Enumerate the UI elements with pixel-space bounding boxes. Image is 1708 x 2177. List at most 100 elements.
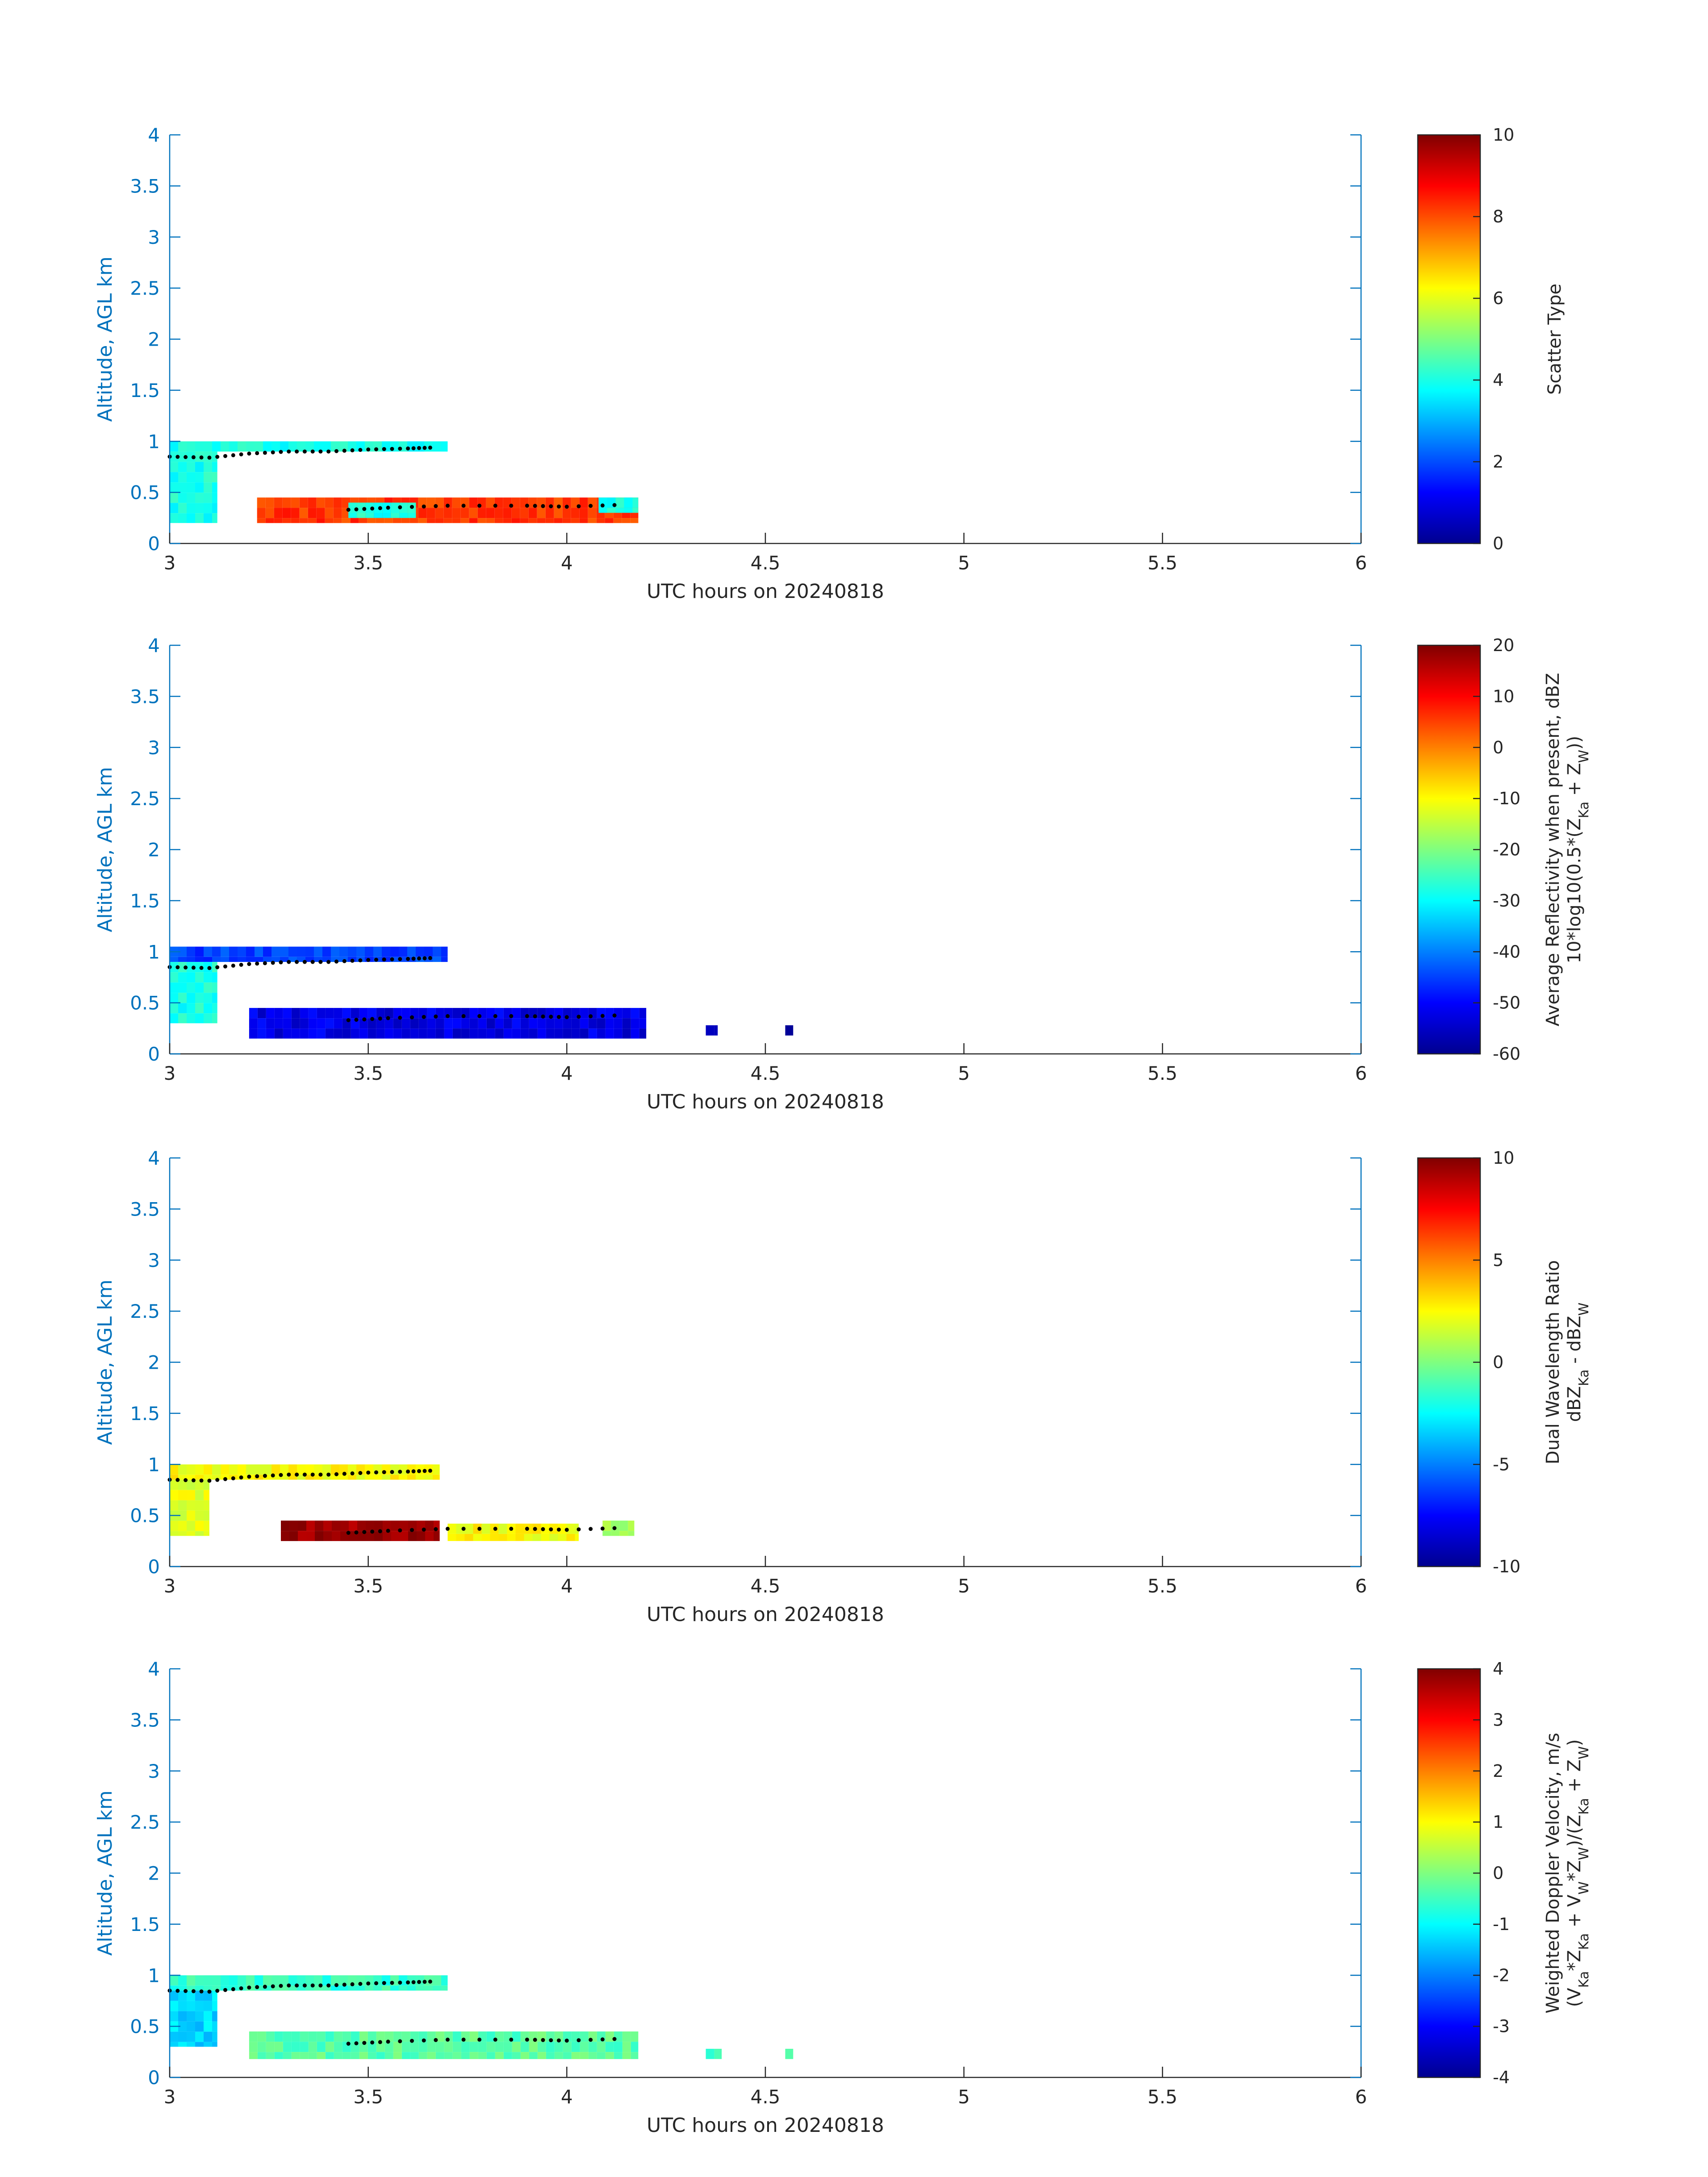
heatmap-cell xyxy=(427,1018,436,1029)
heatmap-cell xyxy=(305,1475,314,1480)
heatmap-cell xyxy=(384,1008,393,1019)
heatmap-cell xyxy=(317,1008,326,1019)
trace-dot xyxy=(378,1016,382,1021)
x-tick-label: 5 xyxy=(958,1575,970,1597)
heatmap-cell xyxy=(170,451,178,462)
y-tick-label: 0.5 xyxy=(130,482,160,504)
heatmap-cell xyxy=(452,1028,461,1039)
heatmap-cell xyxy=(283,1008,292,1019)
heatmap-cell xyxy=(342,2031,351,2042)
heatmap-cell xyxy=(520,1028,529,1039)
heatmap-cell xyxy=(195,946,204,957)
heatmap-cell xyxy=(257,518,266,523)
heatmap-cell xyxy=(435,518,444,523)
heatmap-cell xyxy=(308,508,317,518)
heatmap-cell xyxy=(212,1464,221,1475)
heatmap-cell xyxy=(229,1975,238,1986)
heatmap-cell xyxy=(401,1028,410,1039)
heatmap-cell xyxy=(178,946,187,957)
heatmap-cell xyxy=(265,508,274,518)
trace-dot xyxy=(326,449,331,454)
x-tick-label: 6 xyxy=(1355,1575,1367,1597)
y-tick-label: 3.5 xyxy=(130,1198,160,1220)
heatmap-cell xyxy=(383,1531,391,1541)
heatmap-cell xyxy=(305,1464,314,1475)
heatmap-cell xyxy=(433,1464,440,1475)
data-layer-2 xyxy=(170,451,217,523)
trace-dot xyxy=(231,963,235,968)
heatmap-cell xyxy=(408,1521,417,1531)
heatmap-cell xyxy=(265,497,274,508)
colorbar-label-text: - dBZ xyxy=(1564,1316,1585,1369)
heatmap-cell xyxy=(400,1531,408,1541)
heatmap-cell xyxy=(435,2031,444,2042)
heatmap-cell xyxy=(563,1008,572,1019)
heatmap-cell xyxy=(441,441,448,452)
heatmap-cell xyxy=(255,1464,263,1475)
heatmap-cell xyxy=(299,497,308,508)
y-tick-label: 3 xyxy=(148,1249,160,1271)
heatmap-cell xyxy=(170,1003,178,1014)
heatmap-cell xyxy=(334,1018,342,1029)
heatmap-cell xyxy=(562,518,571,523)
x-tick-label: 3 xyxy=(164,1575,176,1597)
trace-dot xyxy=(461,1526,466,1531)
chart-panel-1: 0 0.5 1 1.5 2 2.5 3 3.5 4 3 3.5 4 4.5 5 5.5 6 UTC hours … xyxy=(94,124,1565,603)
trace-dot xyxy=(255,451,259,455)
colorbar-tick-label: 4 xyxy=(1493,370,1503,390)
trace-dot xyxy=(461,503,466,508)
colorbar-label: Dual Wavelength RatiodBZKa - dBZW xyxy=(1543,1260,1592,1464)
trace-dot xyxy=(417,1980,421,1984)
trace-dot xyxy=(271,961,275,965)
heatmap-cell xyxy=(359,2052,368,2059)
heatmap-cell xyxy=(399,1985,407,1991)
trace-dot xyxy=(346,2042,351,2046)
heatmap-cell xyxy=(271,1975,280,1986)
heatmap-cell xyxy=(291,518,300,523)
heatmap-cell xyxy=(187,2001,195,2011)
heatmap-cell xyxy=(498,1534,507,1541)
trace-dot xyxy=(231,1987,235,1991)
heatmap-cell xyxy=(204,472,212,483)
heatmap-cell xyxy=(246,1464,255,1475)
heatmap-cell xyxy=(427,2031,436,2042)
colorbar-tick-label: 8 xyxy=(1493,207,1503,226)
heatmap-cell xyxy=(571,2052,580,2059)
heatmap-cell xyxy=(401,2031,410,2042)
heatmap-cell xyxy=(376,2031,385,2042)
trace-dot xyxy=(461,2037,466,2042)
y-tick-label: 0.5 xyxy=(130,992,160,1014)
trace-dot xyxy=(239,963,243,967)
heatmap-cell xyxy=(289,1521,298,1531)
y-tick-label: 4 xyxy=(148,124,160,146)
trace-dot xyxy=(382,1470,386,1475)
heatmap-cell xyxy=(246,1975,255,1986)
colorbar-label-text: (V xyxy=(1564,1988,1585,2007)
heatmap-cell xyxy=(469,2052,478,2059)
heatmap-cell xyxy=(263,441,271,452)
heatmap-cell xyxy=(334,2031,342,2042)
heatmap-cell xyxy=(212,2011,217,2022)
heatmap-cell xyxy=(622,1008,631,1019)
heatmap-cell xyxy=(410,1028,419,1039)
trace-dot xyxy=(564,2039,569,2043)
heatmap-cell xyxy=(178,1521,187,1531)
heatmap-cell xyxy=(614,2042,622,2052)
heatmap-cell xyxy=(452,1018,461,1029)
heatmap-cell xyxy=(195,513,204,523)
trace-dot xyxy=(390,447,394,451)
heatmap-cell xyxy=(399,502,408,513)
trace-dot xyxy=(549,504,553,509)
heatmap-cell xyxy=(433,946,441,957)
colorbar-label-subscript: W xyxy=(1576,1881,1592,1895)
trace-dot xyxy=(370,2040,375,2045)
heatmap-cell xyxy=(212,1003,217,1014)
heatmap-cell xyxy=(195,2011,204,2022)
heatmap-cell xyxy=(170,2011,178,2022)
trace-dot xyxy=(406,1469,410,1474)
heatmap-cell xyxy=(187,1013,195,1024)
colorbar-label-subscript: W xyxy=(1576,1847,1592,1860)
heatmap-cell xyxy=(204,957,212,962)
heatmap-cell xyxy=(170,482,178,493)
heatmap-cell xyxy=(461,1028,470,1039)
